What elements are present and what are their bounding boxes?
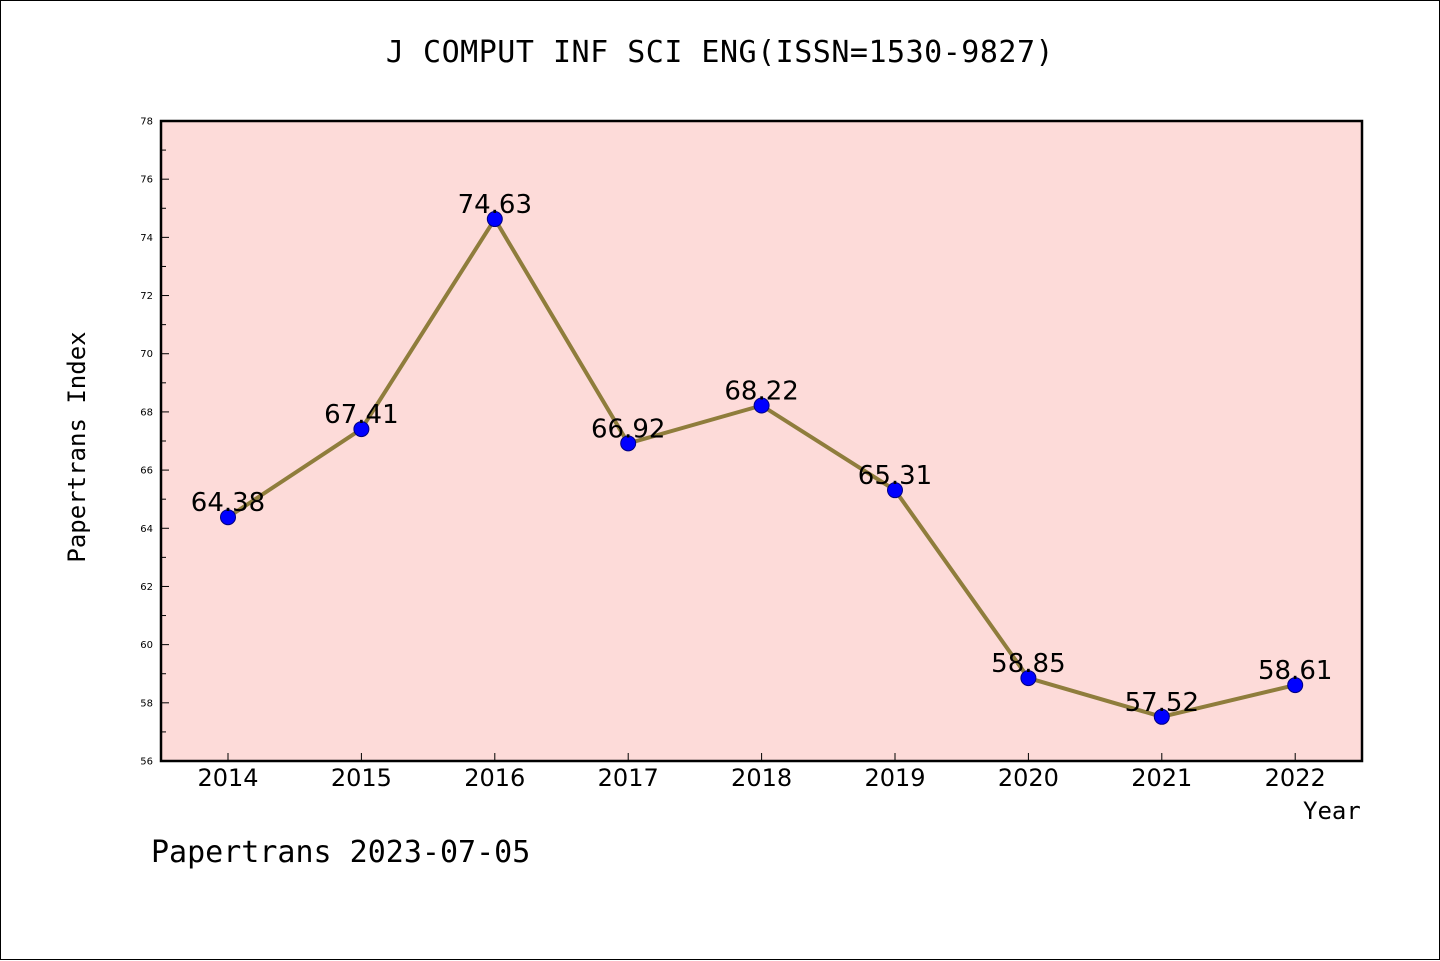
plot-area <box>161 121 1362 761</box>
y-tick-label: 56 <box>140 757 153 768</box>
y-tick-label: 70 <box>140 349 153 360</box>
x-tick-label: 2022 <box>1265 764 1326 792</box>
x-tick-label: 2019 <box>864 764 925 792</box>
data-point <box>1287 677 1304 694</box>
data-point <box>887 482 903 499</box>
y-tick-label: 72 <box>140 291 153 302</box>
data-point <box>353 421 370 438</box>
data-label: 65.31 <box>858 461 932 491</box>
y-tick-label: 62 <box>140 582 153 593</box>
data-label: 74.63 <box>458 190 532 220</box>
data-label: 64.38 <box>191 488 265 518</box>
data-point <box>620 435 637 452</box>
x-tick-label: 2016 <box>464 764 525 792</box>
data-label: 58.85 <box>991 649 1065 679</box>
plot-frame <box>159 119 1364 763</box>
y-tick-label: 68 <box>140 407 153 418</box>
y-tick-label: 74 <box>140 233 153 244</box>
y-tick-label: 60 <box>140 640 153 651</box>
data-label: 67.41 <box>324 400 398 430</box>
x-tick-label: 2021 <box>1131 764 1192 792</box>
y-tick-label: 78 <box>140 117 153 128</box>
data-label: 57.52 <box>1125 688 1199 718</box>
y-tick-label: 64 <box>140 524 153 535</box>
data-label: 66.92 <box>591 414 665 444</box>
data-point <box>753 397 770 414</box>
x-tick-label: 2020 <box>998 764 1059 792</box>
data-point <box>1153 708 1170 725</box>
data-label: 68.22 <box>724 377 798 407</box>
y-tick-label: 58 <box>140 698 153 709</box>
x-tick-label: 2017 <box>598 764 659 792</box>
y-tick-label: 76 <box>140 175 153 186</box>
chart-title: J COMPUT INF SCI ENG(ISSN=1530-9827) <box>385 35 1055 70</box>
x-tick-label: 2018 <box>731 764 792 792</box>
x-axis-label: Year <box>1303 797 1361 825</box>
data-point <box>1020 670 1037 687</box>
data-point <box>486 211 503 228</box>
data-point <box>220 509 236 526</box>
data-label: 58.61 <box>1258 656 1332 686</box>
y-tick-label: 66 <box>140 466 153 477</box>
x-tick-label: 2014 <box>197 764 258 792</box>
footer-credit: Papertrans 2023-07-05 <box>151 835 531 870</box>
x-tick-label: 2015 <box>331 764 392 792</box>
